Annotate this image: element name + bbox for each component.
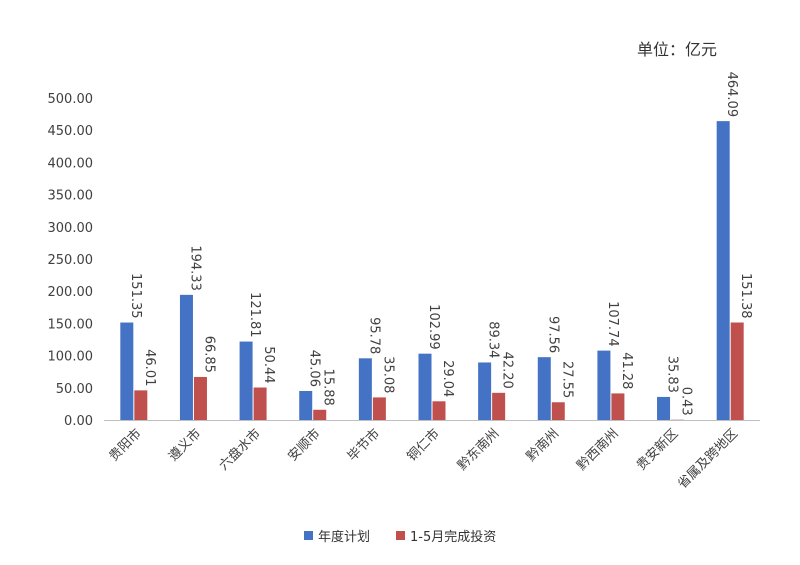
y-tick-label: 250.00 xyxy=(48,253,94,268)
legend-label-plan: 年度计划 xyxy=(318,530,371,545)
data-label-plan: 121.81 xyxy=(247,292,262,338)
x-category-label: 省属及跨地区 xyxy=(675,426,741,492)
data-label-plan: 89.34 xyxy=(486,321,501,358)
y-tick-label: 300.00 xyxy=(48,221,94,236)
data-label-completed: 151.38 xyxy=(738,273,753,319)
bar-completed xyxy=(432,401,446,420)
bar-plan xyxy=(716,121,730,420)
y-tick-label: 350.00 xyxy=(48,189,94,204)
legend-item-completed: 1-5月完成投资 xyxy=(396,526,496,545)
data-label-completed: 29.04 xyxy=(440,360,455,397)
bar-completed xyxy=(671,419,685,421)
data-label-completed: 66.85 xyxy=(201,336,216,373)
data-label-completed: 41.28 xyxy=(619,352,634,389)
x-category-label: 贵安新区 xyxy=(633,426,681,474)
legend: 年度计划 1-5月完成投资 xyxy=(304,526,522,545)
x-category-label: 黔南州 xyxy=(523,426,562,465)
y-tick-label: 50.00 xyxy=(56,382,93,397)
data-label-plan: 107.74 xyxy=(605,301,620,347)
data-label-plan: 151.35 xyxy=(128,273,143,319)
y-tick-label: 500.00 xyxy=(48,92,94,107)
data-label-completed: 15.88 xyxy=(321,369,336,406)
bar-plan xyxy=(120,322,134,420)
bar-completed xyxy=(193,376,207,420)
x-category-label: 安顺市 xyxy=(285,426,324,465)
bar-plan xyxy=(179,294,193,420)
bar-completed xyxy=(372,397,386,420)
bar-completed xyxy=(551,402,565,420)
bar-completed xyxy=(253,387,267,420)
legend-label-completed: 1-5月完成投资 xyxy=(410,530,497,545)
data-label-completed: 27.55 xyxy=(559,361,574,398)
bar-completed xyxy=(611,393,625,420)
data-label-plan: 464.09 xyxy=(724,72,739,118)
data-label-plan: 45.06 xyxy=(307,350,322,387)
data-label-plan: 102.99 xyxy=(426,304,441,350)
bar-completed xyxy=(313,409,327,420)
y-tick-label: 450.00 xyxy=(48,124,94,139)
data-label-plan: 194.33 xyxy=(187,245,202,291)
y-tick-label: 150.00 xyxy=(48,317,94,332)
bar-plan xyxy=(537,357,551,420)
bar-plan xyxy=(358,358,372,420)
x-category-label: 贵阳市 xyxy=(106,426,145,465)
data-label-completed: 0.43 xyxy=(679,387,694,416)
y-tick-label: 200.00 xyxy=(48,285,94,300)
y-tick-label: 100.00 xyxy=(48,350,94,365)
legend-swatch-completed xyxy=(396,531,406,540)
y-tick-label: 400.00 xyxy=(48,156,94,171)
y-tick-label: 0.00 xyxy=(64,414,93,429)
data-label-completed: 35.08 xyxy=(380,356,395,393)
bar-completed xyxy=(134,390,148,420)
x-category-label: 黔西南州 xyxy=(574,426,622,474)
bar-completed xyxy=(730,322,744,420)
bar-completed xyxy=(492,392,506,420)
x-category-label: 遵义市 xyxy=(165,426,204,465)
bar-plan xyxy=(418,353,432,420)
bar-plan xyxy=(299,390,313,420)
bar-plan xyxy=(478,362,492,420)
data-label-completed: 46.01 xyxy=(142,349,157,386)
bar-plan xyxy=(597,350,611,420)
x-category-label: 毕节市 xyxy=(344,426,383,465)
bar-plan xyxy=(239,341,253,420)
x-category-label: 黔东南州 xyxy=(454,426,502,474)
x-category-label: 六盘水市 xyxy=(216,426,264,474)
data-label-plan: 35.83 xyxy=(665,356,680,393)
unit-label: 单位：亿元 xyxy=(637,40,718,59)
data-label-plan: 97.56 xyxy=(545,316,560,353)
x-category-label: 铜仁市 xyxy=(404,426,443,465)
legend-item-plan: 年度计划 xyxy=(304,526,370,545)
data-label-completed: 50.44 xyxy=(261,346,276,383)
data-label-completed: 42.20 xyxy=(500,352,515,389)
legend-swatch-plan xyxy=(304,531,313,540)
data-label-plan: 95.78 xyxy=(366,317,381,354)
bar-plan xyxy=(657,396,671,420)
